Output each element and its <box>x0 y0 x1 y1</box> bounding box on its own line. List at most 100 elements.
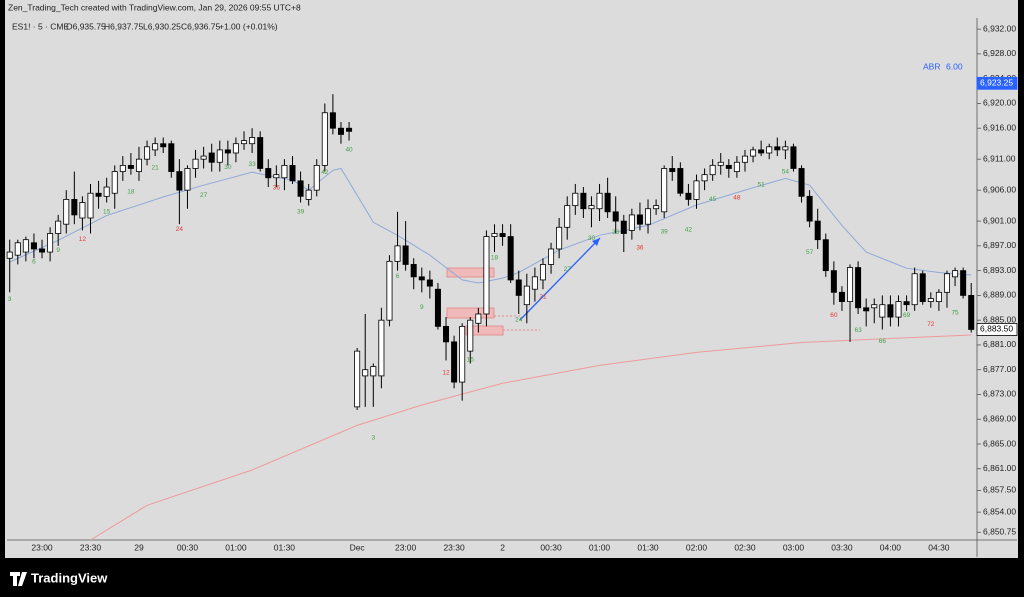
ohlc-change: +1.00 (+0.01%) <box>219 21 278 31</box>
bar-count-label: 21 <box>152 165 160 172</box>
candle-body <box>766 146 773 154</box>
bar-count-label: 30 <box>588 235 596 242</box>
x-tick-label: 02:30 <box>734 542 756 552</box>
bar-count-label: 24 <box>176 226 184 233</box>
candle-body <box>232 143 239 154</box>
bar-count-label: 42 <box>685 226 693 233</box>
x-tick-label: Dec <box>350 542 366 552</box>
y-tick-label: 6,932.00 <box>983 23 1016 33</box>
x-tick-label: 03:30 <box>831 542 853 552</box>
candle-body <box>750 149 757 157</box>
candle-body <box>556 226 563 250</box>
bar-count-label: 9 <box>56 247 60 254</box>
bar-count-label: 36 <box>273 184 281 191</box>
candle-body <box>927 298 934 303</box>
bar-count-label: 6 <box>32 259 36 266</box>
candle-body <box>701 174 708 182</box>
bar-count-label: 9 <box>420 304 424 311</box>
candle-body <box>111 171 118 194</box>
y-tick-label: 6,869.00 <box>983 414 1016 424</box>
y-tick-label: 6,885.00 <box>983 314 1016 324</box>
candle-body <box>580 192 587 210</box>
candle-body <box>838 291 845 303</box>
candle-body <box>47 233 54 253</box>
candle-body <box>895 301 902 318</box>
bar-count-label: 18 <box>127 189 135 196</box>
candle-body <box>208 152 215 163</box>
candle-body <box>443 325 450 343</box>
candle-body <box>475 313 482 324</box>
candle-body <box>418 276 425 281</box>
moving-average <box>9 167 972 284</box>
y-tick-label: 6,906.00 <box>983 184 1016 194</box>
candle-body <box>903 301 910 306</box>
candle-body <box>499 233 506 237</box>
credit: Zen_Trading_Tech created with TradingVie… <box>8 2 301 12</box>
candle-body <box>847 267 854 303</box>
candle-body <box>329 112 336 129</box>
price-marker <box>976 323 1018 336</box>
y-tick-label: 6,873.00 <box>983 389 1016 399</box>
candle-body <box>459 325 466 383</box>
candle-body <box>434 288 441 327</box>
candle-body <box>135 158 142 172</box>
candle-body <box>467 319 474 352</box>
x-tick-label: 2 <box>500 542 505 552</box>
candle-body <box>346 127 353 132</box>
candle-body <box>168 143 175 172</box>
y-tick-label: 6,865.00 <box>983 438 1016 448</box>
x-tick-label: 00:30 <box>540 542 562 552</box>
brand: TradingView <box>31 570 108 585</box>
candle-body <box>709 164 716 176</box>
candle-body <box>790 146 797 169</box>
candle-body <box>273 174 280 179</box>
candle-body <box>628 214 635 231</box>
candle-body <box>693 180 700 200</box>
candle-body <box>539 264 546 281</box>
candle-body <box>483 236 490 315</box>
candle-body <box>564 205 571 228</box>
bar-count-label: 27 <box>200 192 208 199</box>
candle-body <box>152 143 159 151</box>
candle-body <box>733 161 740 172</box>
symbol: ES1! · 5 · CME <box>12 21 69 31</box>
y-tick-label: 6,897.00 <box>983 240 1016 250</box>
candle-body <box>354 350 361 408</box>
y-tick-label: 6,850.75 <box>983 527 1016 537</box>
candle-body <box>725 164 732 169</box>
bar-count-label: 72 <box>927 321 935 328</box>
candle-body <box>636 214 643 225</box>
candle-body <box>257 137 264 169</box>
bar-count-label: 66 <box>879 338 887 345</box>
candle-body <box>79 202 86 219</box>
ohlc-open: O6,935.75 <box>66 21 106 31</box>
x-tick-label: 23:00 <box>395 542 417 552</box>
candle-body <box>507 236 514 281</box>
bar-count-label: 24 <box>515 316 523 323</box>
candle-body <box>176 171 183 191</box>
bar-count-label: 12 <box>442 370 450 377</box>
ohlc-high: H6,937.75 <box>104 21 143 31</box>
arrow-head <box>592 238 600 246</box>
bar-count-label: 33 <box>248 161 256 168</box>
candle-body <box>87 192 94 219</box>
candle-body <box>887 304 894 318</box>
candle-body <box>184 168 191 191</box>
bar-count-label: 39 <box>297 209 305 216</box>
candle-body <box>515 279 522 296</box>
x-tick-label: 01:30 <box>637 542 659 552</box>
candle-body <box>6 251 13 259</box>
candle-body <box>935 291 942 303</box>
bar-count-label: 42 <box>321 169 329 176</box>
y-tick-label: 6,881.00 <box>983 339 1016 349</box>
zone <box>446 267 495 278</box>
candle-body <box>491 233 498 237</box>
candle-body <box>758 149 765 154</box>
candle-body <box>127 164 134 169</box>
y-tick-label: 6,857.50 <box>983 485 1016 495</box>
y-tick-label: 6,920.00 <box>983 98 1016 108</box>
candle-body <box>160 143 167 148</box>
candle-body <box>677 168 684 194</box>
candle-body <box>814 220 821 241</box>
